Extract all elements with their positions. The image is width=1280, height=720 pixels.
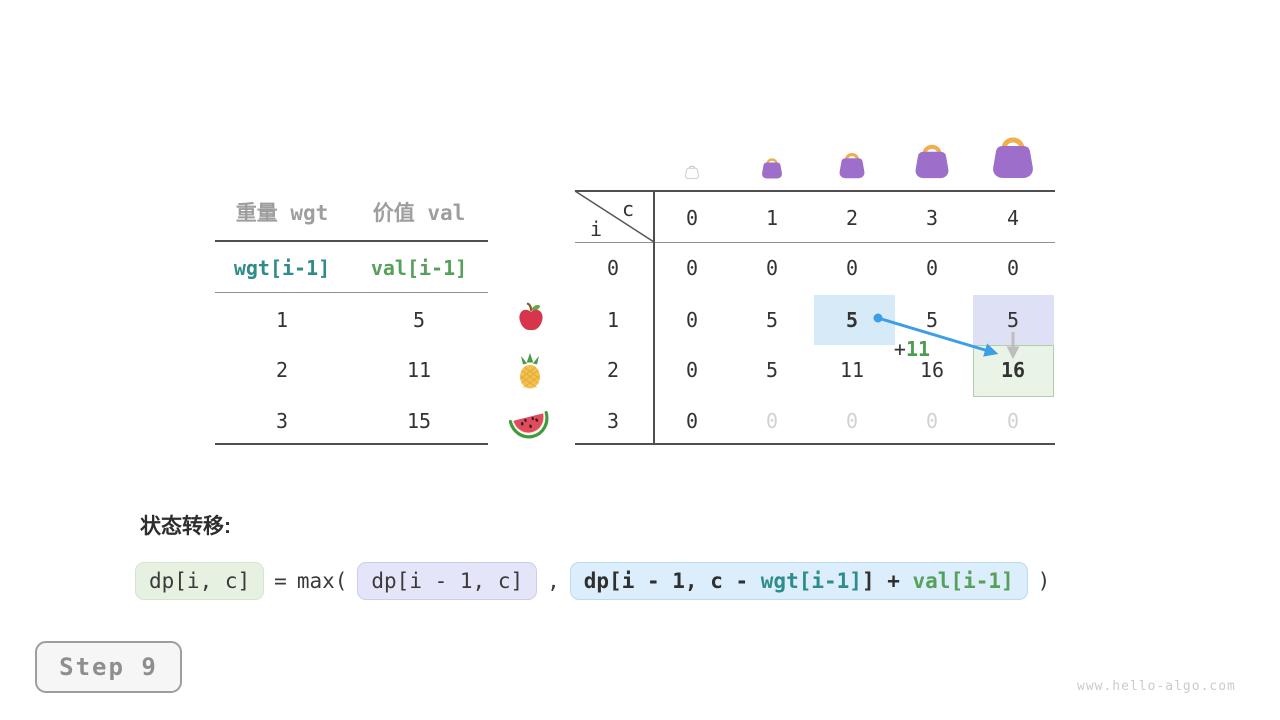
- dp-cell-2-0: 0: [685, 358, 699, 382]
- dp-cell-1-3: 5: [925, 308, 939, 332]
- dp-cell-0-4: 0: [1006, 256, 1020, 280]
- row-header-1: 1: [606, 308, 620, 332]
- dp-cell-3-3: 0: [925, 409, 939, 433]
- item-2-value: 11: [406, 358, 432, 382]
- arg2-part-1: dp[i - 1, c -: [583, 568, 761, 593]
- transition-formula: dp[i, c] = max( dp[i - 1, c] , dp[i - 1,…: [135, 560, 1050, 602]
- items-col-header-weight: 重量 wgt: [235, 201, 329, 225]
- dp-cell-3-1: 0: [765, 409, 779, 433]
- col-header-3: 3: [925, 206, 939, 230]
- formula-equals: =: [274, 569, 287, 593]
- dp-cell-3-2: 0: [845, 409, 859, 433]
- col-header-0: 0: [685, 206, 699, 230]
- dp-table-line-header: [575, 242, 1055, 243]
- dp-cell-3-0: 0: [685, 409, 699, 433]
- items-table-line-bottom: [215, 443, 488, 445]
- dp-cell-2-4: 16: [1000, 358, 1026, 382]
- dp-table-line-top: [575, 190, 1055, 192]
- item-3-value: 15: [406, 409, 432, 433]
- col-header-4: 4: [1006, 206, 1020, 230]
- items-col-header-value: 价值 val: [372, 201, 466, 225]
- items-code-wgt: wgt[i-1]: [233, 256, 331, 280]
- watermark: www.hello-algo.com: [1077, 679, 1236, 694]
- formula-arg2-box: dp[i - 1, c - wgt[i-1]] + val[i-1]: [569, 561, 1028, 601]
- ghost-bag-icon: [685, 165, 699, 179]
- dp-cell-2-1: 5: [765, 358, 779, 382]
- items-table-line-mid: [215, 292, 488, 293]
- dp-table-line-vertical: [653, 190, 655, 445]
- dp-cell-0-3: 0: [925, 256, 939, 280]
- col-header-1: 1: [765, 206, 779, 230]
- row-header-0: 0: [606, 256, 620, 280]
- formula-lhs-box: dp[i, c]: [135, 561, 265, 601]
- plus-sign: +: [893, 337, 906, 361]
- formula-arg1-box: dp[i - 1, c]: [357, 561, 538, 601]
- row-header-2: 2: [606, 358, 620, 382]
- watermelon-icon: [509, 411, 549, 439]
- items-code-val: val[i-1]: [370, 256, 468, 280]
- added-value: 11: [905, 337, 931, 361]
- apple-icon: [519, 302, 543, 331]
- dp-cell-1-0: 0: [685, 308, 699, 332]
- arg2-part-3: ] +: [861, 568, 913, 593]
- col-header-2: 2: [845, 206, 859, 230]
- dp-cell-2-3: 16: [919, 358, 945, 382]
- corner-diagonal-line: [574, 190, 655, 243]
- bag-icon-small: [762, 158, 782, 179]
- dp-cell-0-1: 0: [765, 256, 779, 280]
- corner-row-label: i: [589, 217, 603, 241]
- bag-icon-large: [915, 144, 949, 179]
- row-header-3: 3: [606, 409, 620, 433]
- bag-icon-xlarge: [993, 137, 1033, 178]
- pineapple-icon: [519, 353, 541, 389]
- item-1-weight: 1: [275, 308, 289, 332]
- formula-max-open: max(: [296, 569, 348, 593]
- dp-cell-1-4: 5: [1006, 308, 1020, 332]
- step-button[interactable]: Step 9: [35, 641, 182, 693]
- dp-cell-2-2: 11: [839, 358, 865, 382]
- dp-cell-0-2: 0: [845, 256, 859, 280]
- state-transition-label: 状态转移:: [140, 515, 231, 538]
- item-2-weight: 2: [275, 358, 289, 382]
- dp-table-line-bottom: [575, 443, 1055, 445]
- formula-comma: ,: [547, 569, 560, 593]
- item-1-value: 5: [412, 308, 426, 332]
- dp-cell-0-0: 0: [685, 256, 699, 280]
- dp-cell-3-4: 0: [1006, 409, 1020, 433]
- transition-value-annotation: +11: [894, 337, 930, 361]
- item-3-weight: 3: [275, 409, 289, 433]
- arg2-part-wgt: wgt[i-1]: [760, 568, 862, 593]
- formula-close-paren: ): [1037, 569, 1051, 593]
- items-table-line-top: [215, 240, 488, 242]
- corner-col-label: c: [621, 197, 635, 221]
- bag-icon-medium: [839, 152, 865, 179]
- dp-cell-1-1: 5: [765, 308, 779, 332]
- arg2-part-val: val[i-1]: [912, 568, 1014, 593]
- dp-cell-1-2: 5: [845, 308, 859, 332]
